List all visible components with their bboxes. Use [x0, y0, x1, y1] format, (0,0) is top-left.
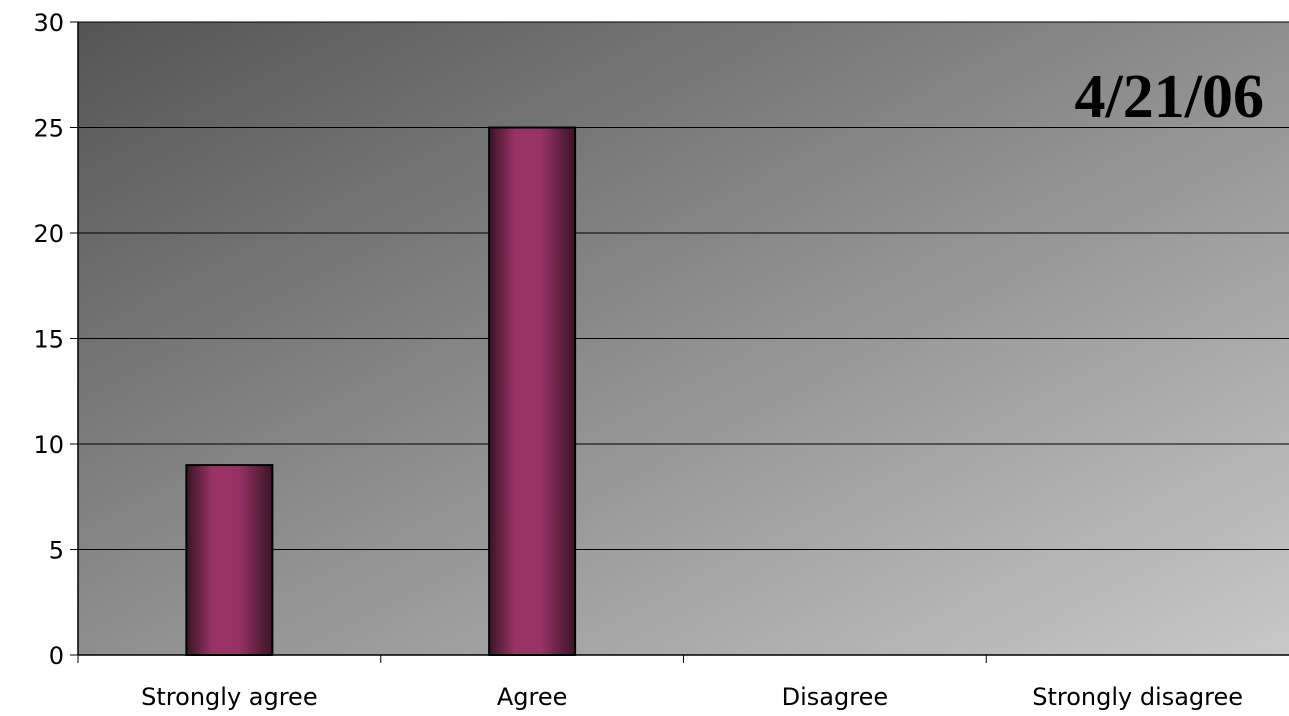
chart-annotation: 4/21/06	[1075, 63, 1264, 131]
y-tick-label: 20	[33, 220, 64, 248]
y-tick-label: 25	[33, 115, 64, 143]
x-tick-labels: Strongly agree Agree Disagree Strongly disa…	[141, 683, 1243, 711]
x-tick-label: Disagree	[782, 683, 888, 711]
y-tick-label: 5	[49, 537, 64, 565]
bar-agree	[488, 126, 577, 656]
bar-strongly-agree	[185, 464, 274, 656]
x-tick-label: Strongly disagree	[1032, 683, 1243, 711]
y-tick-label: 10	[33, 431, 64, 459]
x-tick-label: Strongly agree	[141, 683, 317, 711]
axes	[70, 21, 1289, 663]
y-tick-label: 30	[33, 9, 64, 37]
bars	[185, 126, 577, 656]
y-tick-label: 0	[49, 642, 64, 670]
gridlines	[78, 21, 1289, 550]
y-tick-label: 15	[33, 326, 64, 354]
x-tick-label: Agree	[497, 683, 568, 711]
y-tick-labels: 0 5 10 15 20 25 30	[33, 9, 64, 670]
